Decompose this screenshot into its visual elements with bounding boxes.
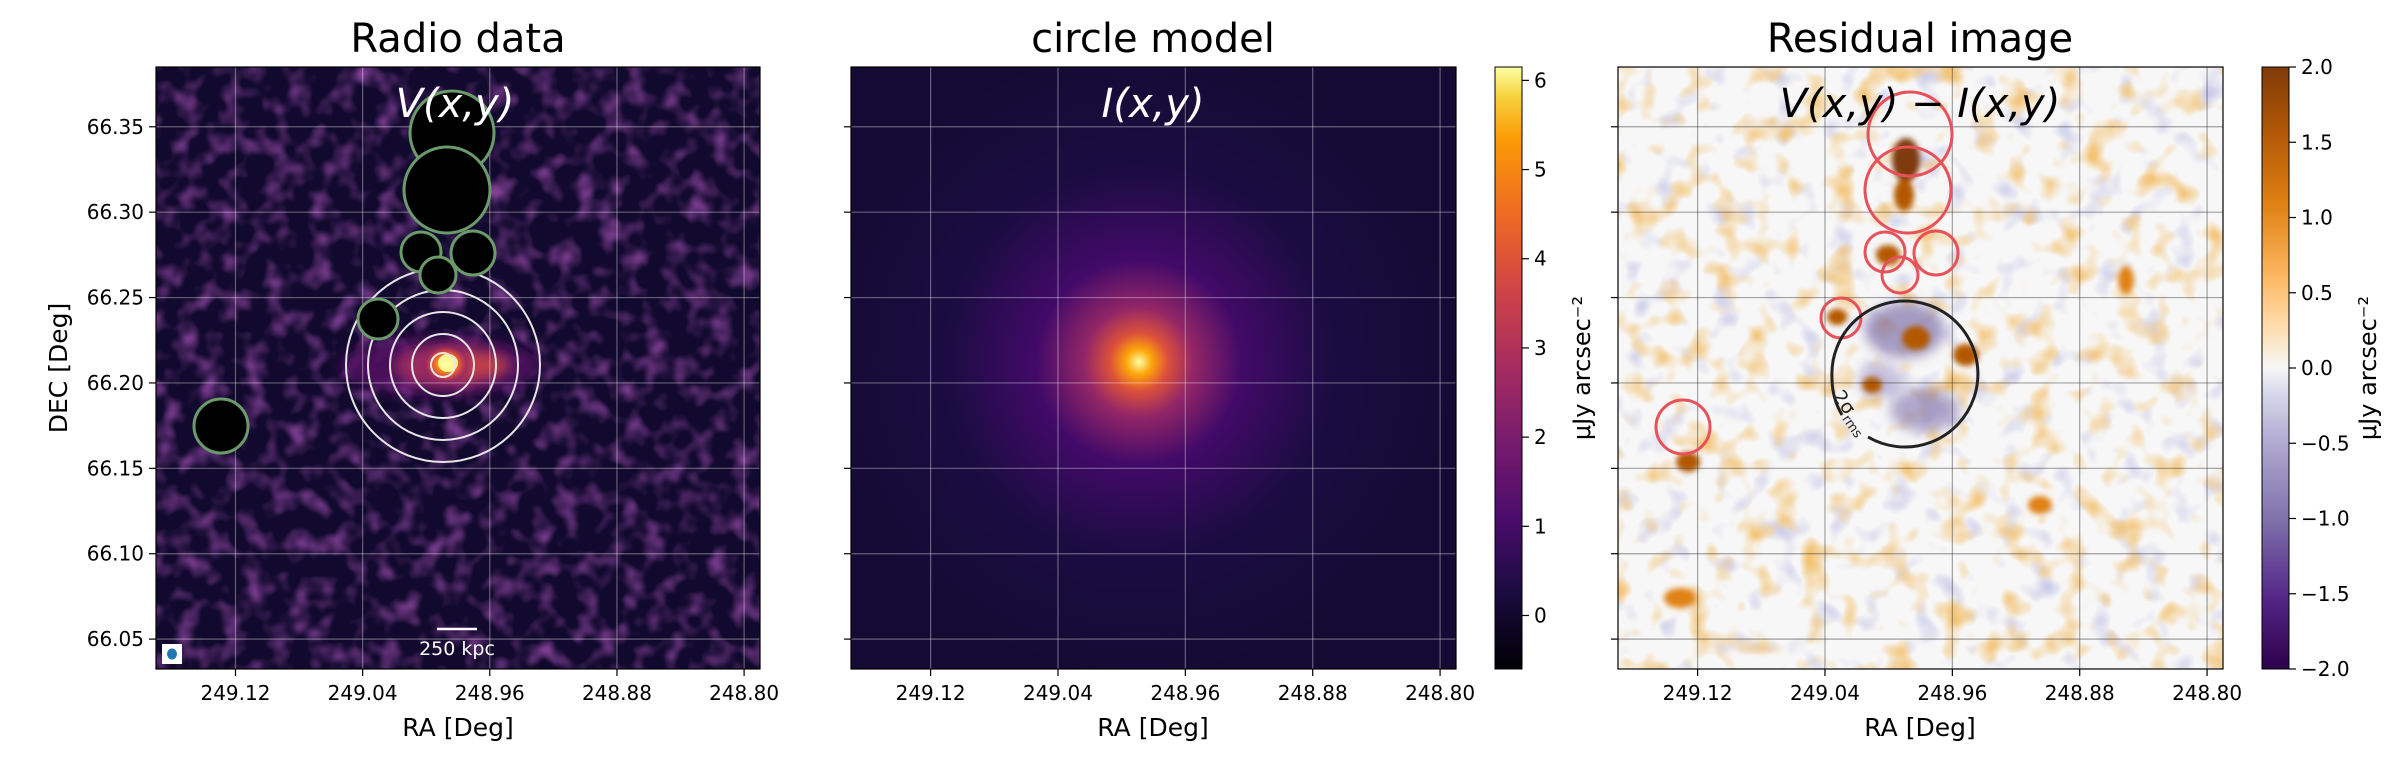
x-axis-ticks: 249.12 249.04 248.96 248.88 248.80 [896,669,1475,705]
x-tick-label: 248.88 [582,681,652,705]
colorbar-model [1494,66,1523,670]
x-tick-label: 249.04 [328,681,398,705]
beam-ellipse [167,648,177,660]
colorbar-residual [2261,66,2290,670]
grid-lines [851,67,1456,669]
model-profile [851,67,1456,669]
x-axis-label: RA [Deg] [1864,713,1975,742]
x-tick-label: 248.96 [1917,681,1987,705]
x-tick-label: 249.04 [1790,681,1860,705]
axes-frame [1617,66,2224,670]
x-axis-label: RA [Deg] [1097,713,1208,742]
panel-title: circle model [1031,16,1275,62]
y-tick-label: 66.35 [87,115,144,139]
colorbar-ticks: 2.0 1.5 1.0 0.5 0.0 −0.5 −1.0 −1.5 −2.0 [2289,55,2350,681]
y-tick-label: 66.15 [87,456,144,480]
x-tick-label: 248.88 [2045,681,2115,705]
formula-label: V(x,y) [396,81,515,127]
y-axis-ticks [1611,126,1618,640]
x-tick-label: 249.12 [896,681,966,705]
colorbar-tick-label: 0.5 [2301,281,2333,305]
colorbar-ticks: 0 1 2 3 4 5 6 [1522,68,1547,627]
scale-bar-label: 250 kpc [419,638,495,660]
x-tick-label: 248.80 [1405,681,1475,705]
x-axis-ticks: 249.12 249.04 248.96 248.88 248.80 [1663,669,2242,705]
colorbar-tick-label: 0 [1534,603,1547,627]
colorbar-tick-label: 1.0 [2301,206,2333,230]
y-axis-ticks [844,126,851,640]
grid-lines [156,67,760,669]
panel-title: Residual image [1767,16,2073,62]
contour-2sigma [1830,299,1980,449]
y-tick-label: 66.30 [87,200,144,224]
masked-sources [192,89,497,455]
y-tick-label: 66.05 [87,627,144,651]
y-axis-label: DEC [Deg] [44,303,73,433]
x-tick-label: 249.12 [1663,681,1733,705]
colorbar-tick-label: 0.0 [2301,356,2333,380]
residual-excess [1664,138,2134,608]
panel-residual: Residual image [1611,16,2382,742]
x-tick-label: 248.88 [1278,681,1348,705]
panel-radio-data: Radio data [44,16,779,742]
colorbar-tick-label: 4 [1534,247,1547,271]
panel-title: Radio data [350,16,565,62]
formula-label: V(x,y) − I(x,y) [1780,81,2061,127]
y-tick-label: 66.25 [87,286,144,310]
axes-frame [850,66,1457,670]
y-axis-ticks: 66.35 66.30 66.25 66.20 66.15 66.10 66.05 [87,115,156,651]
x-tick-label: 249.12 [200,681,270,705]
x-tick-label: 248.80 [709,681,779,705]
axes-frame [155,66,761,670]
formula-label: I(x,y) [1101,81,1204,127]
y-tick-label: 66.20 [87,371,144,395]
x-axis-label: RA [Deg] [402,713,513,742]
colorbar-tick-label: 6 [1534,68,1547,92]
colorbar-tick-label: 5 [1534,158,1547,182]
x-tick-label: 248.96 [1150,681,1220,705]
x-tick-label: 249.04 [1023,681,1093,705]
y-tick-label: 66.10 [87,542,144,566]
colorbar-tick-label: 2 [1534,425,1547,449]
x-axis-ticks: 249.12 249.04 248.96 248.88 248.80 [200,669,779,705]
colorbar-label: μJy arcsec⁻² [1568,296,1596,440]
colorbar-tick-label: 1 [1534,514,1547,538]
grid-lines [1618,67,2223,669]
colorbar-tick-label: −0.5 [2301,431,2350,455]
panel-circle-model: circle model I(x,y) 249.12 249.04 248.96 24… [844,16,1596,742]
colorbar-tick-label: −2.0 [2301,657,2350,681]
x-tick-label: 248.96 [455,681,525,705]
colorbar-tick-label: 1.5 [2301,130,2333,154]
colorbar-tick-label: −1.5 [2301,582,2350,606]
colorbar-label: μJy arcsec⁻² [2354,296,2382,440]
colorbar-tick-label: 3 [1534,336,1547,360]
positive-residuals [1618,67,2223,669]
colorbar-tick-label: 2.0 [2301,55,2333,79]
x-tick-label: 248.80 [2172,681,2242,705]
colorbar-tick-label: −1.0 [2301,507,2350,531]
